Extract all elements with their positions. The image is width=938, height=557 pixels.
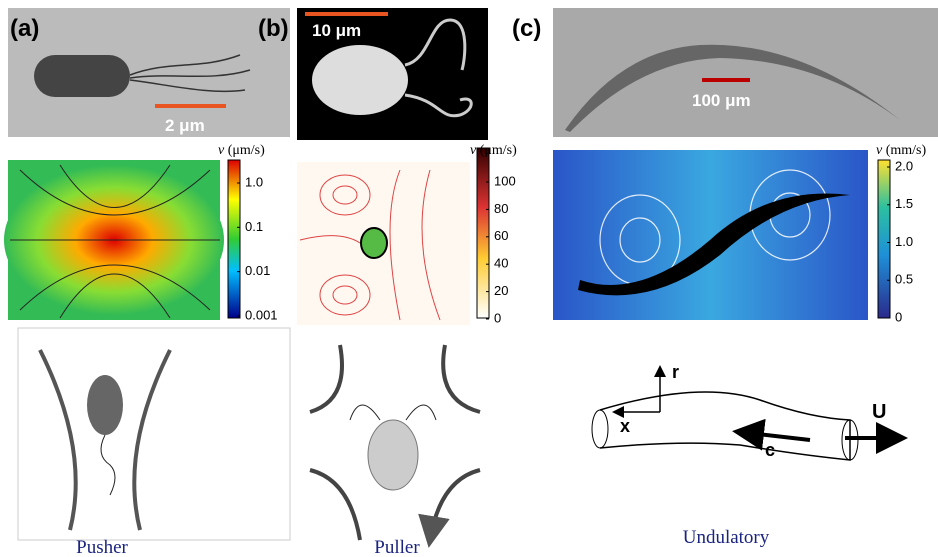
colorbar bbox=[227, 159, 241, 319]
colorbar-tick-label: 80 bbox=[494, 201, 508, 216]
scale-bar-label: 100 μm bbox=[692, 91, 751, 110]
panel-a: 2 μm bbox=[4, 8, 291, 541]
micrograph bbox=[553, 8, 938, 137]
colorbar-tick-label: 1.0 bbox=[895, 234, 913, 249]
colorbar bbox=[476, 147, 490, 319]
colorbar-tick-label: 1.0 bbox=[245, 174, 263, 189]
flagella bbox=[349, 404, 437, 421]
panel-label: (b) bbox=[258, 15, 289, 42]
tube bbox=[599, 391, 851, 461]
colorbar-symbol: v bbox=[218, 143, 225, 158]
colorbar-unit: (mm/s) bbox=[886, 143, 927, 158]
colorbar-unit: (μm/s) bbox=[480, 143, 517, 158]
colorbar-tick-label: 0.1 bbox=[245, 219, 263, 234]
diagram-label: c bbox=[765, 440, 775, 460]
scale-bar-label: 10 μm bbox=[312, 21, 361, 40]
colorbar-title: v (μm/s) bbox=[218, 143, 265, 158]
panel-label: (c) bbox=[512, 15, 541, 42]
colorbar-symbol: v bbox=[470, 143, 477, 158]
diagram-label: U bbox=[872, 401, 886, 423]
cell bbox=[87, 375, 123, 435]
cell bbox=[360, 227, 388, 259]
colorbar-tick-label: 1.5 bbox=[895, 196, 913, 211]
streamlines bbox=[299, 169, 441, 321]
colorbar-tick-label: 40 bbox=[494, 256, 508, 271]
colorbar-title: v (mm/s) bbox=[876, 143, 926, 158]
caption: Undulatory bbox=[683, 527, 770, 548]
colorbar bbox=[877, 159, 891, 319]
diagram-label: r bbox=[672, 362, 679, 382]
panel-label: (a) bbox=[10, 15, 39, 42]
wave-arrow bbox=[732, 418, 811, 451]
panel-c: 100 μm r x c U bbox=[553, 8, 938, 461]
colorbar-tick-label: 100 bbox=[494, 173, 516, 188]
flagellum bbox=[100, 434, 116, 496]
flow-arrows bbox=[309, 344, 481, 540]
diagram bbox=[17, 327, 291, 541]
worm bbox=[578, 193, 850, 296]
colorbar-unit: (μm/s) bbox=[228, 143, 265, 158]
cell bbox=[312, 45, 408, 115]
diagram-label: x bbox=[620, 416, 630, 436]
worm bbox=[565, 44, 900, 132]
colorbar-tick-label: 0.001 bbox=[245, 307, 278, 322]
colorbar-tick-label: 0.01 bbox=[245, 263, 270, 278]
colorbar-tick-label: 60 bbox=[494, 228, 508, 243]
caption: Puller bbox=[374, 537, 420, 557]
streamlines bbox=[10, 164, 220, 319]
colorbar-title: v (μm/s) bbox=[470, 143, 517, 158]
bacterium bbox=[34, 55, 130, 97]
tube-end bbox=[591, 409, 609, 449]
panel-b: 10 μm bbox=[297, 8, 520, 540]
caption: Pusher bbox=[76, 537, 128, 557]
flagella bbox=[404, 18, 473, 118]
colorbar-tick-label: 0.5 bbox=[895, 272, 913, 287]
scale-bar-label: 2 μm bbox=[165, 116, 205, 135]
colorbar-tick-label: 2.0 bbox=[895, 158, 913, 173]
colorbar-tick-label: 0 bbox=[494, 310, 501, 325]
flow-arrows bbox=[38, 349, 172, 531]
colorbar-symbol: v bbox=[876, 143, 883, 158]
flagella bbox=[129, 54, 251, 93]
cell bbox=[367, 419, 419, 491]
colorbar-tick-label: 0 bbox=[895, 309, 902, 324]
colorbar-tick-label: 20 bbox=[494, 283, 508, 298]
